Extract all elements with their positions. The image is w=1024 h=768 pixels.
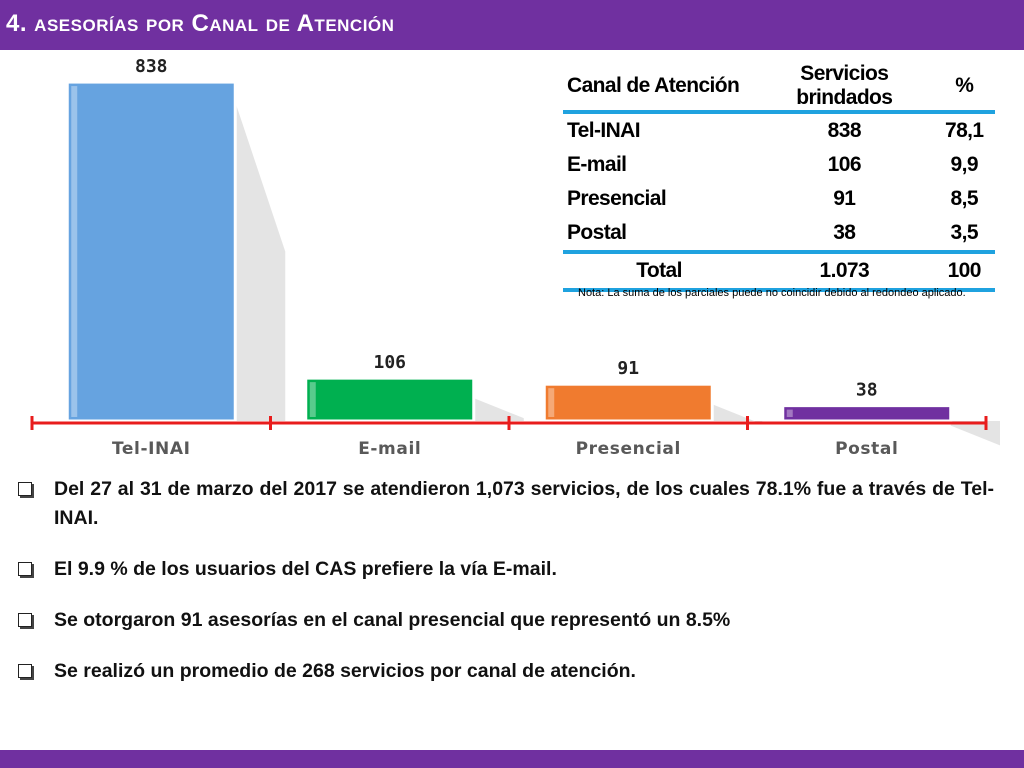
data-label: 838 <box>135 56 168 77</box>
cell-canal: Tel-INAI <box>567 119 641 142</box>
bar-chart: 838 106 91 38 Tel-INAI E-mail Presencial Posta… <box>30 56 1000 459</box>
bar-presencial <box>542 382 714 423</box>
cell-servicios: 38 <box>833 221 856 244</box>
x-axis <box>30 416 988 430</box>
bar-shadows <box>235 102 1000 446</box>
data-labels: 838 106 91 38 <box>135 56 878 401</box>
bar-e-mail <box>304 376 476 423</box>
cell-percent: 3,5 <box>950 221 979 244</box>
table-row: Postal 38 3,5 <box>563 216 995 252</box>
cell-total-percent: 100 <box>947 259 982 282</box>
cell-percent: 8,5 <box>950 187 979 210</box>
table-row: Tel-INAI 838 78,1 <box>563 112 995 148</box>
category-labels: Tel-INAI E-mail Presencial Postal <box>112 439 898 459</box>
bar-highlight <box>548 388 555 417</box>
bars <box>65 80 953 423</box>
category-label: E-mail <box>358 439 421 459</box>
cell-servicios: 91 <box>833 187 856 210</box>
bullet-text: Se realizó un promedio de 268 servicios … <box>54 660 636 682</box>
title-bar: 4. asesorías por Canal de Atención <box>0 0 1024 50</box>
bar-shadow <box>473 398 524 421</box>
header-canal: Canal de Atención <box>567 74 740 97</box>
data-label: 38 <box>856 380 878 401</box>
cell-total-servicios: 1.073 <box>819 259 870 282</box>
bar-highlight <box>71 86 78 417</box>
checkbox-bullet-icon <box>18 482 32 496</box>
bullet-text: Del 27 al 31 de marzo del 2017 se atendi… <box>54 478 994 529</box>
bar-shadow <box>712 404 763 425</box>
cell-servicios: 838 <box>827 119 862 142</box>
category-label: Tel-INAI <box>112 439 191 459</box>
cell-total-label: Total <box>636 259 682 282</box>
category-label: Postal <box>835 439 898 459</box>
header-percent: % <box>955 74 974 97</box>
checkbox-bullet-icon <box>18 562 32 576</box>
table-header-row: Canal de Atención Servicios brindados % <box>563 62 995 112</box>
bar-highlight <box>786 409 793 417</box>
data-table: Canal de Atención Servicios brindados % … <box>563 62 995 292</box>
cell-canal: Postal <box>567 221 627 244</box>
checkbox-bullet-icon <box>18 664 32 678</box>
cell-canal: Presencial <box>567 187 667 210</box>
cell-canal: E-mail <box>567 153 627 176</box>
bar-postal <box>781 404 953 423</box>
data-label: 106 <box>373 352 406 373</box>
bullet-text: El 9.9 % de los usuarios del CAS prefier… <box>54 558 557 580</box>
table-row: E-mail 106 9,9 <box>563 148 995 182</box>
bullet-item: Se realizó un promedio de 268 servicios … <box>14 657 994 686</box>
bullet-item: Del 27 al 31 de marzo del 2017 se atendi… <box>14 475 994 533</box>
table-note: Nota: La suma de los parciales puede no … <box>578 287 966 299</box>
cell-servicios: 106 <box>827 153 862 176</box>
table-total-row: Total 1.073 100 <box>563 252 995 290</box>
bar-shadow <box>235 102 286 421</box>
cell-percent: 9,9 <box>950 153 979 176</box>
category-label: Presencial <box>576 439 681 459</box>
bullet-item: Se otorgaron 91 asesorías en el canal pr… <box>14 606 994 635</box>
data-label: 91 <box>617 358 639 379</box>
cell-percent: 78,1 <box>944 119 984 142</box>
header-servicios: Servicios brindados <box>796 62 893 109</box>
bar-shadow <box>950 421 1000 446</box>
bar-highlight <box>309 382 316 417</box>
bar-tel-inai <box>65 80 237 423</box>
table-row: Presencial 91 8,5 <box>563 182 995 216</box>
slide-title: 4. asesorías por Canal de Atención <box>6 10 395 37</box>
bullet-text: Se otorgaron 91 asesorías en el canal pr… <box>54 609 731 631</box>
bullet-list: Del 27 al 31 de marzo del 2017 se atendi… <box>14 475 994 708</box>
bottom-bar <box>0 750 1024 768</box>
bullet-item: El 9.9 % de los usuarios del CAS prefier… <box>14 555 994 584</box>
checkbox-bullet-icon <box>18 613 32 627</box>
